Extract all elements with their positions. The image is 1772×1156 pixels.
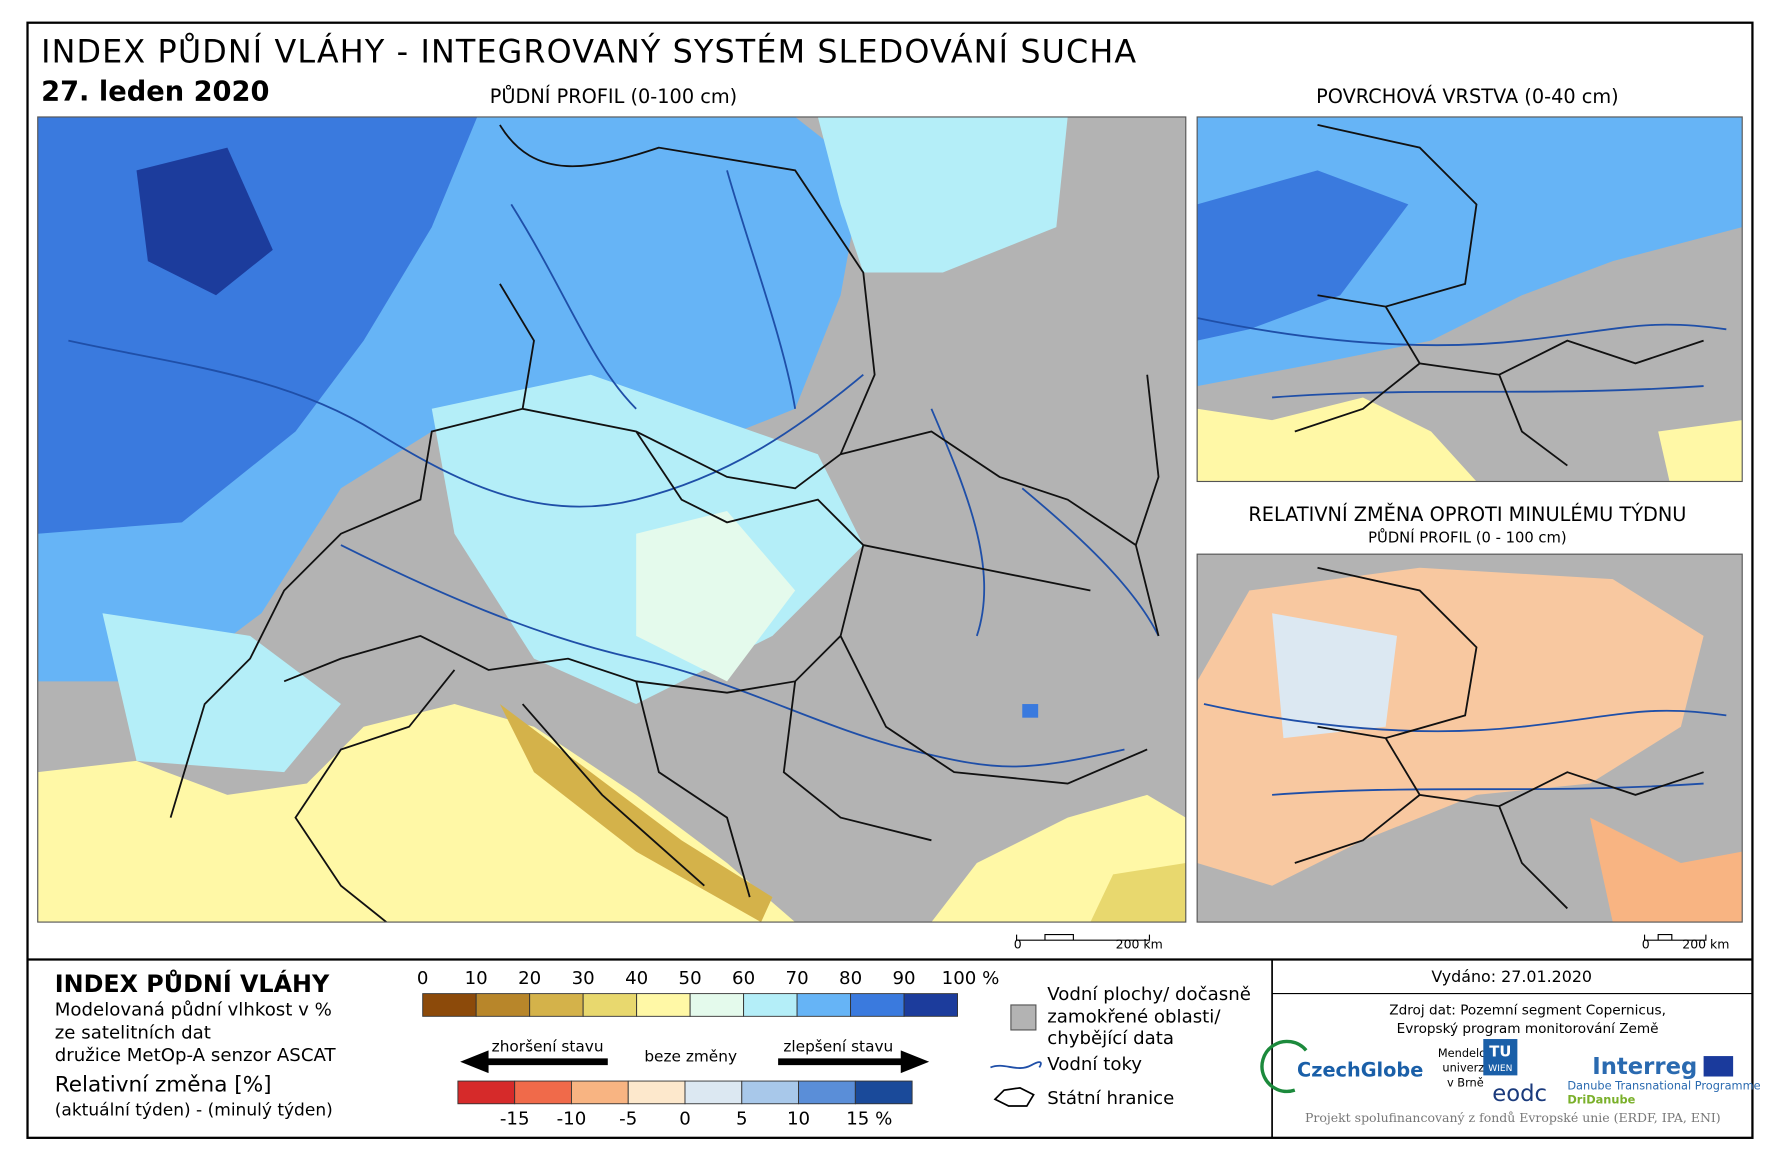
colorbar-label: 10 — [787, 1109, 810, 1130]
legend-swatch — [1010, 1004, 1037, 1031]
colorbar-label: 70 — [786, 968, 809, 989]
logo: WIEN — [1488, 1064, 1512, 1074]
issued: Vydáno: 27.01.2020 — [1431, 967, 1592, 986]
color-bin — [850, 993, 905, 1017]
color-bin — [422, 993, 477, 1017]
logo: DriDanube — [1567, 1092, 1635, 1106]
logo-shape — [1260, 1039, 1308, 1094]
legend-text: Modelovaná půdní vlhkost v % — [55, 1000, 332, 1021]
legend-text: zlepšení stavu — [783, 1037, 893, 1055]
map-border — [1196, 116, 1743, 483]
color-bin — [475, 993, 531, 1017]
color-bin — [514, 1080, 572, 1105]
map-subtitle: PŮDNÍ PROFIL (0 - 100 cm) — [1368, 528, 1567, 546]
colorbar-label: 20 — [518, 968, 541, 989]
colorbar-label: 100 % — [942, 968, 1000, 989]
legend-text: zhoršení stavu — [492, 1037, 604, 1055]
color-bin — [854, 1080, 913, 1105]
legend-river — [990, 1061, 1042, 1069]
scale-label: 200 km — [1682, 936, 1729, 951]
date: 27. leden 2020 — [41, 77, 269, 108]
colorbar-label: 30 — [572, 968, 595, 989]
colorbar-label: 80 — [839, 968, 862, 989]
color-bin — [570, 1080, 629, 1105]
legend-text: beze změny — [644, 1048, 737, 1066]
logo: v Brně — [1447, 1075, 1484, 1089]
color-bin — [798, 1080, 856, 1105]
map-title: POVRCHOVÁ VRSTVA (0-40 cm) — [1316, 85, 1619, 108]
legend-text: ze satelitních dat — [55, 1022, 211, 1043]
scale-bar — [1643, 933, 1707, 941]
colorbar-label: 0 — [417, 968, 429, 989]
colorbar-label: 5 — [736, 1109, 748, 1130]
colorbar-label: -5 — [619, 1109, 637, 1130]
map-title: PŮDNÍ PROFIL (0-100 cm) — [490, 84, 737, 108]
change-map — [1197, 554, 1743, 923]
color-bin — [741, 1080, 800, 1105]
scale-label: 0 — [1642, 936, 1650, 951]
color-bin — [796, 993, 852, 1017]
color-bin — [684, 1080, 743, 1105]
legend-title: INDEX PŮDNÍ VLÁHY — [55, 970, 330, 998]
scale-label: 200 km — [1116, 936, 1163, 951]
color-bin — [689, 993, 745, 1017]
title: INDEX PŮDNÍ VLÁHY - INTEGROVANÝ SYSTÉM S… — [41, 32, 1137, 70]
colorbar-label: 40 — [625, 968, 648, 989]
legend-text: Vodní plochy/ dočasně — [1047, 984, 1251, 1005]
legend-text: družice MetOp-A senzor ASCAT — [55, 1045, 337, 1066]
colorbar-label: 60 — [732, 968, 755, 989]
arrow — [460, 1050, 608, 1074]
legend-border — [993, 1086, 1035, 1107]
color-bin — [582, 993, 638, 1017]
color-bin — [457, 1080, 516, 1105]
logo: TU — [1489, 1044, 1511, 1061]
legend-text: chybějící data — [1047, 1028, 1174, 1049]
surface-map — [1197, 116, 1743, 482]
colorbar-label: -10 — [557, 1109, 587, 1130]
color-bin — [903, 993, 958, 1017]
legend-text: Státní hranice — [1047, 1088, 1174, 1109]
colorbar-label: 15 % — [846, 1109, 892, 1130]
logo-shape — [1483, 1039, 1518, 1076]
color-bin — [636, 993, 691, 1017]
legend-title: Relativní změna [%] — [55, 1073, 272, 1098]
colorbar-label: 0 — [679, 1109, 691, 1130]
map-border — [1196, 553, 1743, 923]
colorbar-label: 10 — [465, 968, 488, 989]
source: Zdroj dat: Pozemní segment Copernicus, — [1389, 1003, 1666, 1019]
map-title: RELATIVNÍ ZMĚNA OPROTI MINULÉMU TÝDNU — [1248, 503, 1686, 526]
color-bin — [627, 1080, 686, 1105]
logo: Interreg — [1592, 1054, 1697, 1080]
colorbar-label: 50 — [679, 968, 702, 989]
legend-text: (aktuální týden) - (minulý týden) — [55, 1101, 333, 1121]
source: Evropský program monitorování Země — [1397, 1021, 1659, 1037]
map-border — [37, 116, 1187, 923]
main-map — [37, 116, 1186, 923]
colorbar-label: 90 — [893, 968, 916, 989]
scale-label: 0 — [1014, 936, 1022, 951]
color-bin — [743, 993, 798, 1017]
legend-text: Vodní toky — [1047, 1054, 1142, 1075]
colorbar-label: -15 — [500, 1109, 530, 1130]
arrow — [778, 1050, 930, 1074]
legend-text: zamokřené oblasti/ — [1047, 1006, 1221, 1027]
funding: Projekt spolufinancovaný z fondů Evropsk… — [1305, 1110, 1721, 1125]
logo: Danube Transnational Programme — [1567, 1079, 1760, 1093]
logo: CzechGlobe — [1297, 1058, 1423, 1081]
scale-bar — [1016, 933, 1151, 941]
color-bin — [529, 993, 584, 1017]
logo: eodc — [1492, 1081, 1547, 1107]
eu-flag — [1703, 1056, 1734, 1077]
